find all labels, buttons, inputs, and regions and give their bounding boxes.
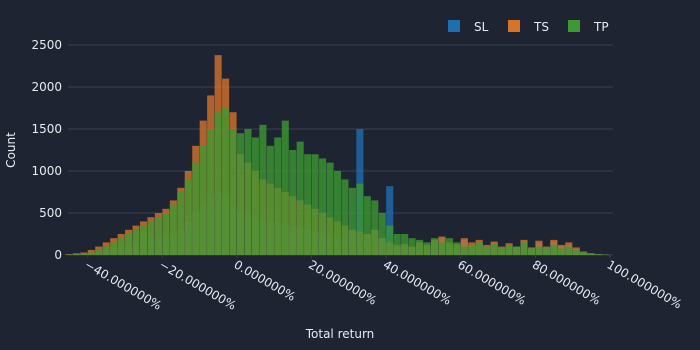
bar xyxy=(550,244,558,255)
bar xyxy=(401,234,409,255)
bar xyxy=(363,196,371,255)
bar xyxy=(95,249,103,255)
y-tick-label: 1500 xyxy=(31,122,62,136)
y-tick-label: 0 xyxy=(54,248,62,262)
bar xyxy=(430,238,439,255)
bar xyxy=(236,133,245,255)
bar xyxy=(386,225,394,255)
bar xyxy=(229,129,237,255)
bar xyxy=(169,204,177,255)
bar xyxy=(438,242,446,255)
bar xyxy=(266,145,274,255)
bar xyxy=(348,187,356,255)
legend-label: SL xyxy=(474,20,489,34)
bar xyxy=(557,248,565,255)
bar xyxy=(513,246,521,255)
bar xyxy=(162,213,170,255)
bar xyxy=(251,137,259,255)
y-tick-label: 2500 xyxy=(31,38,62,52)
bar xyxy=(72,254,80,255)
legend-swatch xyxy=(568,20,580,32)
bar xyxy=(595,254,603,255)
y-tick-label: 1000 xyxy=(31,164,62,178)
bar xyxy=(281,120,289,255)
bar xyxy=(386,186,394,255)
bar xyxy=(505,244,513,255)
bar xyxy=(80,253,88,255)
bar xyxy=(132,229,140,255)
bar xyxy=(453,242,461,255)
legend-label: TP xyxy=(593,20,609,34)
bar xyxy=(475,242,483,255)
bar xyxy=(326,162,334,255)
y-axis-title: Count xyxy=(4,132,18,168)
bar xyxy=(214,112,222,255)
bar xyxy=(483,246,491,255)
bar xyxy=(177,192,185,255)
bar xyxy=(222,108,230,255)
bar xyxy=(244,129,252,255)
bar xyxy=(393,234,401,255)
bar xyxy=(527,248,536,255)
bar xyxy=(139,225,148,255)
series xyxy=(65,108,610,255)
legend-swatch xyxy=(448,20,460,32)
bar xyxy=(416,239,424,255)
bar xyxy=(333,171,342,255)
bar xyxy=(378,213,386,255)
legend-label: TS xyxy=(533,20,549,34)
bar xyxy=(341,179,349,255)
bar xyxy=(289,150,297,255)
bar xyxy=(408,238,416,255)
bar xyxy=(460,246,468,255)
bar xyxy=(199,145,207,255)
bar xyxy=(259,124,267,255)
bar xyxy=(102,246,110,255)
bar xyxy=(184,179,192,255)
bar xyxy=(445,238,453,255)
bar xyxy=(565,246,573,255)
bar xyxy=(423,242,431,255)
bar xyxy=(117,238,125,255)
bar xyxy=(311,154,319,255)
bar xyxy=(192,162,200,255)
bar xyxy=(304,154,312,255)
bar xyxy=(498,247,506,255)
bar xyxy=(572,249,580,255)
bar xyxy=(542,247,550,255)
y-tick-label: 500 xyxy=(39,206,62,220)
x-axis-title: Total return xyxy=(305,327,375,341)
bar xyxy=(371,200,379,255)
bar xyxy=(535,246,543,255)
y-tick-label: 2000 xyxy=(31,80,62,94)
bar xyxy=(319,158,327,255)
bar xyxy=(110,242,118,255)
bar xyxy=(580,251,588,255)
bar xyxy=(207,129,215,255)
bar xyxy=(296,141,304,255)
bar xyxy=(154,217,162,255)
legend-swatch xyxy=(508,20,520,32)
bar xyxy=(356,183,364,255)
bar xyxy=(468,244,476,255)
bar xyxy=(87,252,95,255)
bar xyxy=(147,221,155,255)
bar xyxy=(125,234,133,255)
bar xyxy=(587,253,595,255)
bar xyxy=(274,137,282,255)
bar xyxy=(520,242,528,255)
bar xyxy=(490,244,498,255)
